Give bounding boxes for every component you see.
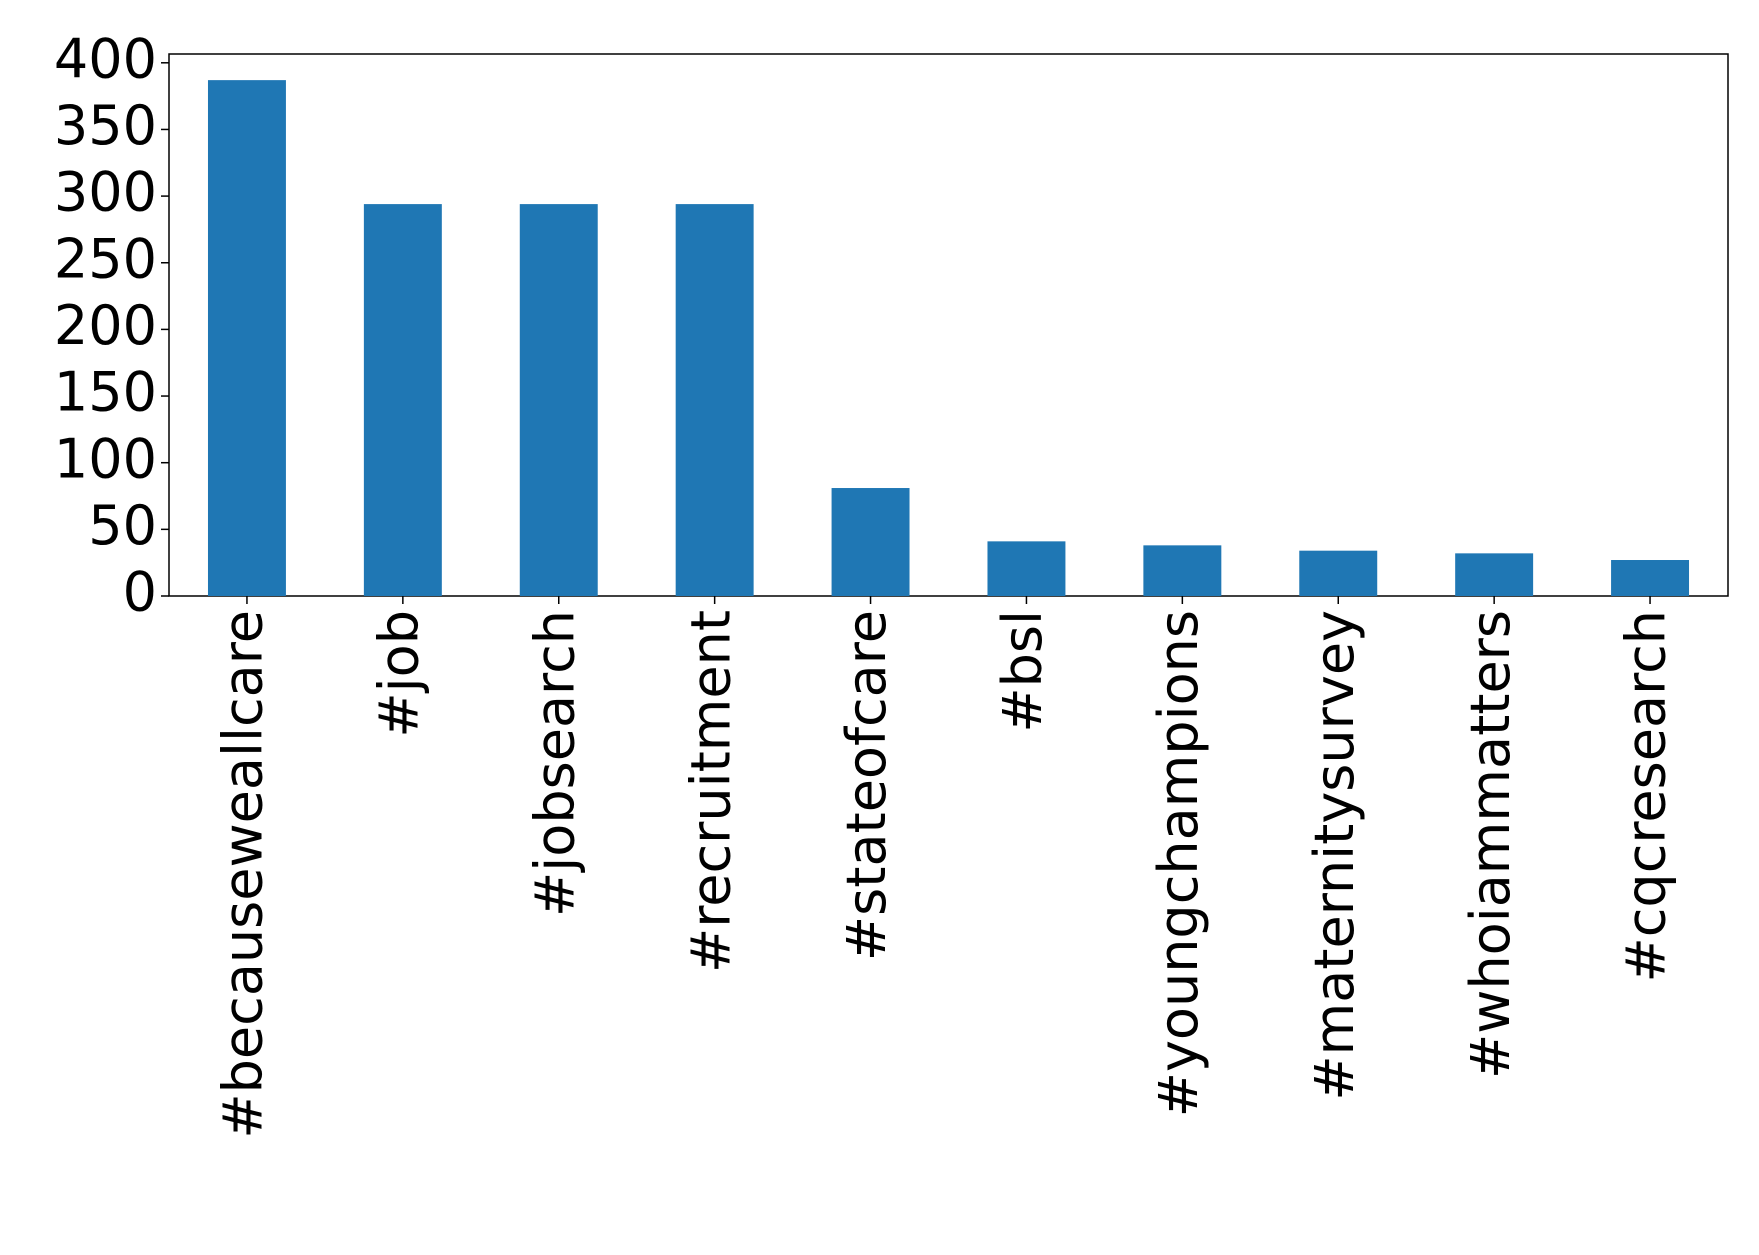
bar (987, 541, 1066, 596)
bar (831, 488, 910, 596)
y-tick-label: 150 (54, 361, 157, 424)
x-tick-label: #whoiammatters (1459, 610, 1522, 1079)
x-tick-label: #becauseweallcare (212, 610, 275, 1139)
y-tick-label: 100 (54, 427, 157, 490)
y-tick-label: 250 (54, 227, 157, 290)
y-tick-label: 0 (123, 561, 157, 624)
x-tick-label: #cqcresearch (1615, 610, 1678, 983)
x-tick-label: #job (367, 610, 430, 738)
bar (1299, 550, 1378, 596)
bar (1143, 545, 1222, 596)
bar (675, 204, 754, 596)
x-tick-label: #bsl (991, 610, 1054, 733)
y-tick-label: 400 (54, 27, 157, 90)
bar (1611, 560, 1690, 596)
y-tick-label: 350 (54, 94, 157, 157)
bar (1455, 553, 1534, 596)
y-tick-label: 50 (88, 494, 157, 557)
x-tick-label: #stateofcare (835, 610, 898, 961)
x-tick-label: #youngchampions (1147, 610, 1210, 1117)
bar (207, 80, 286, 597)
bar (519, 204, 598, 596)
plot-frame (168, 53, 1729, 597)
bar (363, 204, 442, 596)
y-tick-label: 200 (54, 294, 157, 357)
x-tick-label: #maternitysurvey (1303, 610, 1366, 1101)
x-tick-label: #jobsearch (523, 610, 586, 917)
x-tick-label: #recruitment (679, 610, 742, 973)
y-tick-label: 300 (54, 161, 157, 224)
